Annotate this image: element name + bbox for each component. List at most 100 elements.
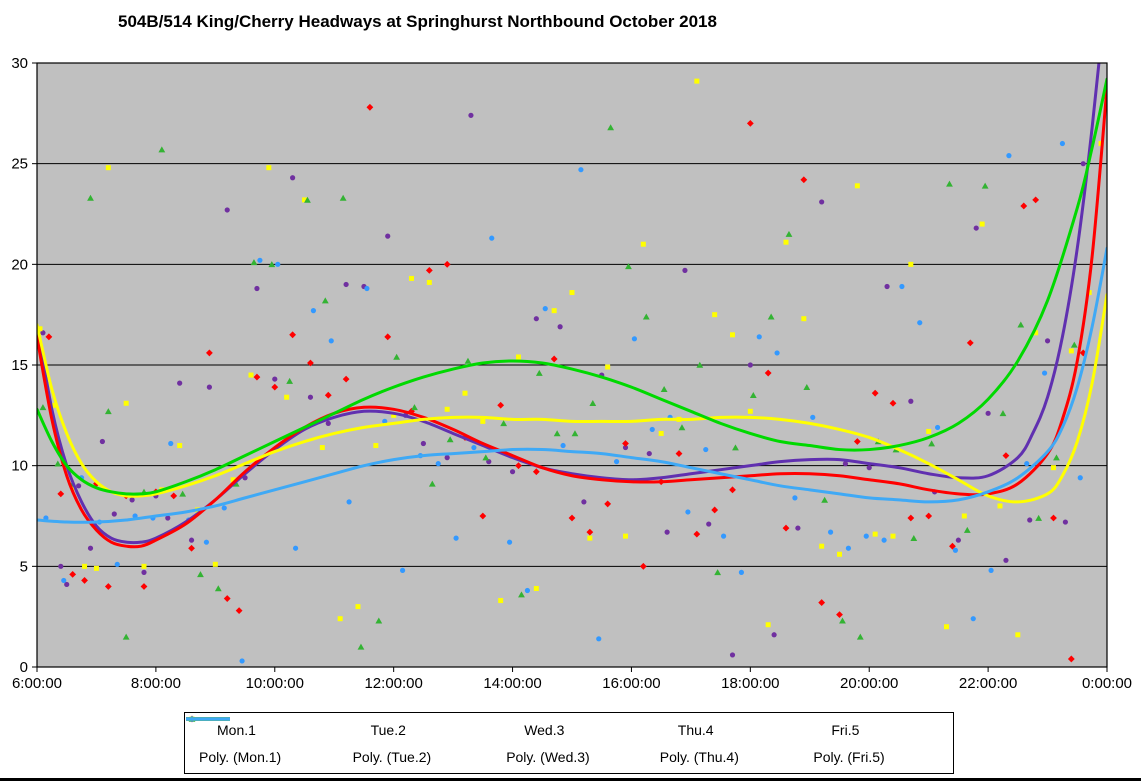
scatter-point: [533, 316, 539, 322]
scatter-point: [839, 617, 846, 624]
scatter-point: [949, 542, 956, 550]
scatter-point: [837, 551, 842, 557]
legend-item-tue-2: Tue.2: [188, 715, 493, 738]
scatter-point: [69, 570, 77, 578]
scatter-point: [168, 440, 174, 447]
scatter-point: [1041, 370, 1048, 376]
scatter-point: [720, 533, 727, 539]
scatter-point: [917, 320, 923, 326]
scatter-point: [158, 146, 166, 153]
scatter-point: [1079, 349, 1087, 357]
scatter-point: [99, 438, 105, 445]
scatter-point: [428, 480, 436, 487]
scatter-point: [856, 633, 864, 640]
legend-label: Tue.2: [370, 721, 406, 738]
scatter-point: [366, 103, 374, 111]
scatter-point: [604, 500, 612, 508]
scatter-point: [782, 524, 790, 532]
scatter-point: [706, 521, 712, 527]
scatter-point: [581, 499, 587, 505]
scatter-point: [970, 616, 976, 622]
scatter-point: [284, 394, 290, 400]
scatter-point: [266, 165, 272, 171]
scatter-point: [39, 404, 47, 411]
scatter-point: [819, 543, 825, 549]
scatter-point: [963, 526, 971, 533]
scatter-point: [342, 375, 350, 383]
legend-item-fri-5: Fri.5: [189, 716, 953, 738]
scatter-point: [542, 306, 548, 312]
scatter-point: [803, 383, 811, 390]
scatter-point: [393, 353, 401, 360]
scatter-point: [223, 595, 231, 602]
legend-label: Poly. (Fri.5): [813, 748, 885, 765]
scatter-point: [639, 562, 647, 570]
scatter-point: [188, 544, 195, 552]
scatter-point: [783, 239, 789, 245]
scatter-point: [749, 392, 757, 398]
y-tick-label: 25: [11, 156, 28, 173]
scatter-point: [444, 455, 450, 461]
trend-line-icon: [186, 717, 230, 721]
scatter-point: [52, 402, 58, 408]
scatter-point: [866, 465, 872, 471]
scatter-point: [307, 394, 314, 400]
scatter-point: [141, 569, 147, 575]
scatter-point: [1059, 140, 1066, 147]
scatter-point: [114, 561, 120, 567]
scatter-point: [375, 617, 383, 624]
scatter-point: [649, 426, 655, 433]
scatter-point: [482, 454, 490, 461]
scatter-point: [515, 462, 522, 470]
scatter-point: [286, 377, 294, 384]
scatter-point: [188, 537, 195, 543]
scatter-point: [747, 362, 753, 368]
scatter-point: [997, 503, 1003, 509]
scatter-point: [842, 461, 849, 467]
scatter-point: [979, 221, 985, 227]
scatter-point: [250, 259, 258, 266]
scatter-point: [622, 440, 629, 447]
scatter-point: [54, 460, 62, 467]
scatter-point: [319, 445, 325, 451]
scatter-point: [271, 383, 279, 391]
scatter-point: [206, 384, 212, 390]
scatter-point: [462, 390, 468, 396]
scatter-point: [714, 569, 722, 576]
scatter-point: [756, 334, 762, 340]
scatter-point: [516, 354, 521, 360]
scatter-point: [550, 355, 558, 363]
scatter-point: [703, 446, 709, 453]
legend-row-trendlines: Poly. (Mon.1) Poly. (Tue.2) Poly. (Wed.3) P…: [185, 717, 953, 765]
scatter-point: [955, 537, 961, 543]
scatter-point: [1020, 202, 1028, 210]
legend-item-poly-fri-5-: Poly. (Fri.5): [186, 717, 953, 765]
scatter-point: [324, 391, 332, 399]
scatter-point: [230, 477, 236, 483]
scatter-point: [426, 279, 432, 285]
scatter-point: [801, 316, 807, 322]
x-tick-label: 14:00:00: [483, 675, 541, 692]
scatter-point: [346, 499, 352, 505]
scatter-point: [321, 297, 329, 304]
legend-label: Poly. (Thu.4): [659, 748, 739, 765]
scatter-point: [253, 373, 261, 381]
scatter-point: [104, 408, 112, 415]
scatter-point: [343, 281, 349, 288]
scatter-point: [292, 545, 299, 551]
scatter-point: [81, 577, 88, 584]
legend-label: Mon.1: [217, 721, 256, 738]
scatter-point: [678, 424, 686, 431]
scatter-point: [622, 444, 629, 451]
trend-line: [37, 246, 1107, 524]
scatter-point: [1017, 321, 1025, 328]
scatter-point: [795, 525, 801, 531]
scatter-point: [212, 561, 218, 567]
scatter-point: [810, 414, 816, 420]
scatter-point: [631, 336, 638, 342]
scatter-point: [988, 567, 994, 573]
scatter-point: [382, 418, 388, 424]
scatter-point: [1077, 475, 1083, 481]
scatter-point: [732, 444, 739, 451]
scatter-point: [248, 372, 254, 378]
